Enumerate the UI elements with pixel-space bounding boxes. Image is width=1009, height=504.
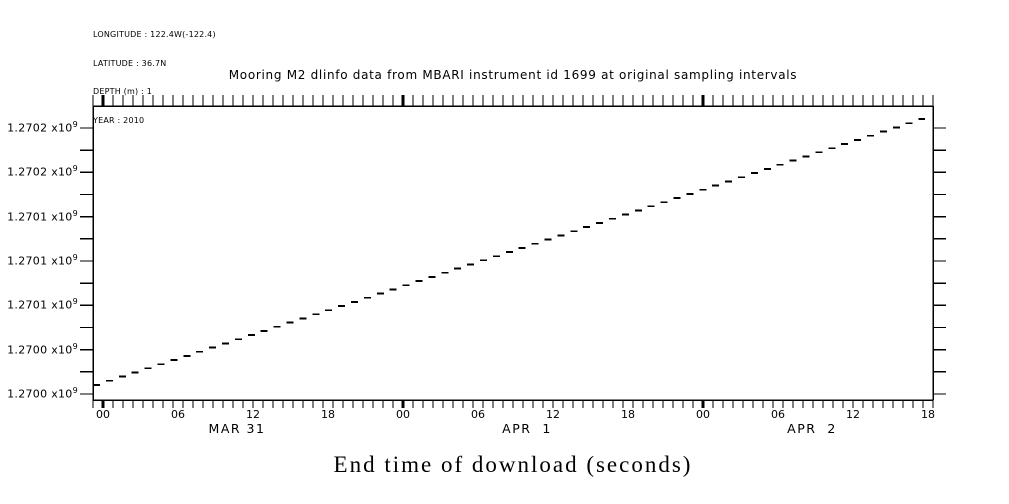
x-axis-hour-label: 00	[396, 408, 410, 421]
metadata-depth: DEPTH (m) : 1	[93, 87, 152, 96]
x-axis-hour-label: 12	[846, 408, 860, 421]
y-axis-label: 1.2700 x109	[7, 385, 78, 401]
x-axis-hour-label: 12	[546, 408, 560, 421]
metadata-latitude: LATITUDE : 36.7N	[93, 58, 167, 68]
x-axis-day-label: APR 1	[502, 421, 552, 436]
x-axis-hour-label: 18	[921, 408, 935, 421]
x-axis-hour-label: 18	[321, 408, 335, 421]
y-axis-label: 1.2701 x109	[7, 252, 78, 268]
metadata-longitude: LONGITUDE : 122.4W(-122.4)	[93, 30, 216, 39]
metadata-year: YEAR : 2010	[93, 115, 145, 125]
y-axis-label: 1.2702 x109	[7, 164, 78, 179]
y-axis-label: 1.2701 x109	[7, 208, 78, 224]
x-axis-hour-label: 06	[471, 408, 485, 421]
x-axis-day-label: MAR 31	[208, 421, 266, 436]
y-axis-label: 1.2701 x109	[7, 297, 78, 312]
x-axis-hour-label: 12	[246, 408, 260, 421]
x-axis-hour-label: 06	[771, 408, 785, 421]
station-metadata: LONGITUDE : 122.4W(-122.4) LATITUDE : 36…	[93, 11, 216, 144]
y-axis-label: 1.2700 x109	[7, 341, 78, 357]
x-axis-hour-label: 00	[696, 408, 710, 421]
x-axis-hour-label: 06	[171, 408, 185, 421]
x-axis-hour-label: 00	[96, 408, 110, 421]
chart-title: Mooring M2 dlinfo data from MBARI instru…	[228, 68, 798, 82]
x-axis-hour-label: 18	[621, 408, 635, 421]
y-axis-label: 1.2702 x109	[7, 120, 78, 135]
x-axis-title: End time of download (seconds)	[333, 452, 693, 477]
x-axis-day-label: APR 2	[787, 421, 837, 436]
